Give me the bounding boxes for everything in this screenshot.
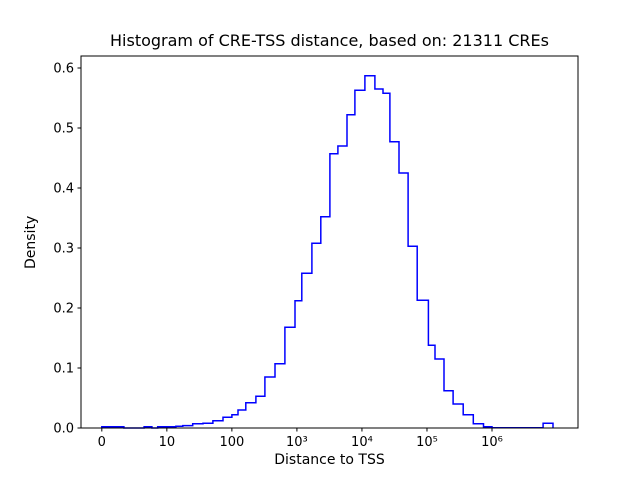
x-tick-label: 100 (219, 435, 244, 450)
y-tick-label: 0.2 (53, 302, 74, 317)
y-tick-label: 0.6 (53, 62, 74, 77)
x-tick-label: 10 (159, 435, 176, 450)
y-axis-label: Density (23, 215, 39, 269)
y-tick-label: 0.3 (53, 242, 74, 257)
y-tick-label: 0.5 (53, 122, 74, 137)
tick-layer: 0 10 100 10³ 10⁴ 10⁵ 10⁶ 0.0 0.1 0.2 0.3 0.4 0.5 0.6 (53, 62, 503, 451)
x-tick-label: 10⁴ (351, 435, 373, 450)
y-tick-label: 0.1 (53, 362, 74, 377)
chart-title: Histogram of CRE-TSS distance, based on:… (110, 31, 549, 50)
y-tick-label: 0.0 (53, 422, 74, 437)
y-tick-label: 0.4 (53, 182, 74, 197)
histogram-layer (101, 75, 554, 429)
plot-frame (80, 55, 579, 429)
x-axis-label: Distance to TSS (274, 452, 385, 468)
x-tick-label: 10⁶ (481, 435, 503, 450)
x-tick-label: 10³ (286, 435, 308, 450)
x-tick-label: 0 (98, 435, 106, 450)
histogram-step-line (101, 75, 554, 429)
x-tick-label: 10⁵ (416, 435, 438, 450)
